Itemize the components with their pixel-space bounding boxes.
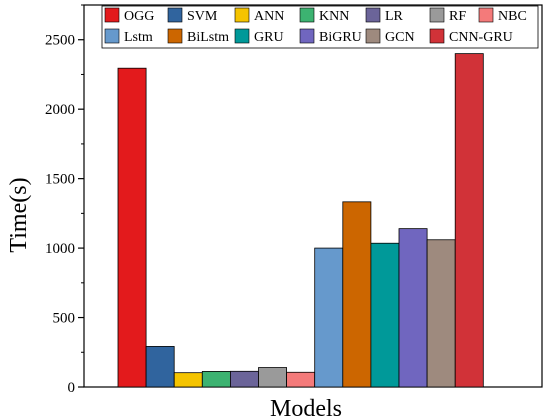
legend-label-lr: LR: [385, 9, 404, 24]
y-tick-label: 500: [53, 311, 76, 327]
bar-cnn-gru: [454, 53, 484, 388]
legend-swatch-ogg: [104, 7, 120, 23]
legend-swatch-knn: [299, 7, 315, 23]
legend-label-gru: GRU: [254, 30, 284, 45]
bars-group: [117, 53, 484, 388]
legend-swatch-bilstm: [167, 28, 183, 44]
legend-swatch-svm: [167, 7, 183, 23]
bar-svm: [145, 346, 175, 388]
legend-swatch-bigru: [299, 28, 315, 44]
legend: OGG SVM ANN KNN LR RF NBC Lstm BiLstm GRU BiGRU GCN…: [101, 5, 539, 49]
y-tick-label: 1500: [45, 172, 75, 188]
y-tick-label: 1000: [45, 241, 75, 257]
legend-swatch-cnn-gru: [429, 28, 445, 44]
bar-gru: [370, 242, 400, 388]
legend-label-ann: ANN: [254, 9, 284, 24]
bar-rf: [258, 367, 288, 388]
y-axis: 0 500 1000 1500 2000 2500: [45, 4, 84, 396]
legend-swatch-gru: [234, 28, 250, 44]
legend-swatch-gcn: [365, 28, 381, 44]
legend-swatch-lr: [365, 7, 381, 23]
legend-swatch-rf: [429, 7, 445, 23]
y-tick-label: 2000: [45, 102, 75, 118]
legend-label-rf: RF: [449, 9, 466, 24]
legend-label-ogg: OGG: [124, 9, 154, 24]
legend-label-bilstm: BiLstm: [187, 30, 229, 45]
legend-swatch-nbc: [478, 7, 494, 23]
x-axis-label: Models: [270, 396, 342, 420]
y-tick-label: 2500: [45, 33, 75, 49]
y-axis-label: Time(s): [6, 177, 32, 252]
bar-ogg: [117, 67, 147, 388]
bar-bigru: [398, 228, 428, 388]
bar-gcn: [426, 239, 456, 388]
legend-label-gcn: GCN: [385, 30, 415, 45]
legend-swatch-lstm: [104, 28, 120, 44]
legend-label-bigru: BiGRU: [319, 30, 362, 45]
legend-label-svm: SVM: [187, 9, 218, 24]
bar-lstm: [314, 247, 344, 388]
bar-ann: [173, 372, 203, 388]
bar-knn: [201, 371, 231, 388]
bar-lr: [229, 370, 259, 388]
y-tick-label: 0: [68, 380, 76, 396]
legend-label-lstm: Lstm: [124, 30, 153, 45]
legend-swatch-ann: [234, 7, 250, 23]
legend-label-nbc: NBC: [498, 9, 527, 24]
bar-bilstm: [342, 201, 372, 388]
bar-nbc: [286, 371, 316, 388]
legend-label-cnn-gru: CNN-GRU: [449, 30, 513, 45]
legend-label-knn: KNN: [319, 9, 349, 24]
